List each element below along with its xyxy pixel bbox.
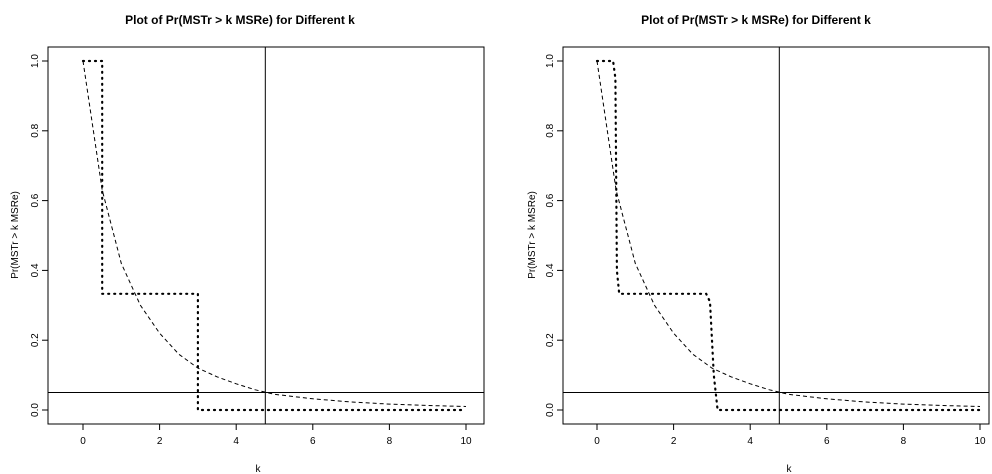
x-tick-label: 4: [233, 436, 239, 447]
y-tick-label: 0.6: [30, 193, 41, 207]
left-panel-x-axis: 0 2 4 6 8 10: [80, 423, 472, 447]
y-tick-label: 1.0: [30, 54, 41, 68]
plot-frame: [47, 46, 485, 425]
left-panel-title: Plot of Pr(MSTr > k MSRe) for Different …: [125, 13, 355, 27]
y-tick-label: 0.2: [545, 333, 556, 347]
right-panel-y-label: Pr(MSTr > k MSRe): [527, 191, 538, 279]
x-tick-label: 4: [747, 436, 753, 447]
y-tick-label: 0.8: [30, 123, 41, 137]
x-tick-label: 10: [460, 436, 472, 447]
y-tick-label: 0.0: [545, 403, 556, 417]
y-tick-label: 0.2: [30, 333, 41, 347]
theoretical-curve-series: [82, 60, 467, 407]
left-panel-x-label: k: [256, 464, 262, 474]
left-panel-plot-area: [47, 46, 485, 425]
x-tick-label: 6: [310, 436, 316, 447]
y-tick-label: 0.0: [30, 403, 41, 417]
left-panel: Plot of Pr(MSTr > k MSRe) for Different …: [10, 13, 485, 474]
right-panel-title: Plot of Pr(MSTr > k MSRe) for Different …: [641, 13, 871, 27]
x-tick-label: 8: [901, 436, 907, 447]
x-tick-label: 10: [974, 436, 986, 447]
y-tick-label: 0.4: [30, 263, 41, 277]
theoretical-curve-series: [596, 60, 981, 407]
left-panel-y-axis: 0.0 0.2 0.4 0.6 0.8 1.0: [30, 54, 49, 417]
x-tick-label: 6: [824, 436, 830, 447]
y-tick-label: 1.0: [545, 54, 556, 68]
plot-frame: [562, 46, 990, 425]
right-panel-x-axis: 0 2 4 6 8 10: [594, 423, 986, 447]
x-tick-label: 0: [594, 436, 600, 447]
right-panel-y-axis: 0.0 0.2 0.4 0.6 0.8 1.0: [545, 54, 564, 417]
empirical-step-series: [595, 59, 982, 412]
y-tick-label: 0.6: [545, 193, 556, 207]
right-panel: Plot of Pr(MSTr > k MSRe) for Different …: [527, 13, 990, 474]
y-tick-label: 0.8: [545, 123, 556, 137]
right-panel-x-label: k: [787, 464, 793, 474]
left-panel-y-label: Pr(MSTr > k MSRe): [10, 191, 21, 279]
y-tick-label: 0.4: [545, 263, 556, 277]
x-tick-label: 2: [157, 436, 163, 447]
x-tick-label: 8: [387, 436, 393, 447]
x-tick-label: 0: [80, 436, 86, 447]
empirical-step-series: [81, 59, 468, 412]
x-tick-label: 2: [671, 436, 677, 447]
right-panel-plot-area: [562, 46, 990, 425]
